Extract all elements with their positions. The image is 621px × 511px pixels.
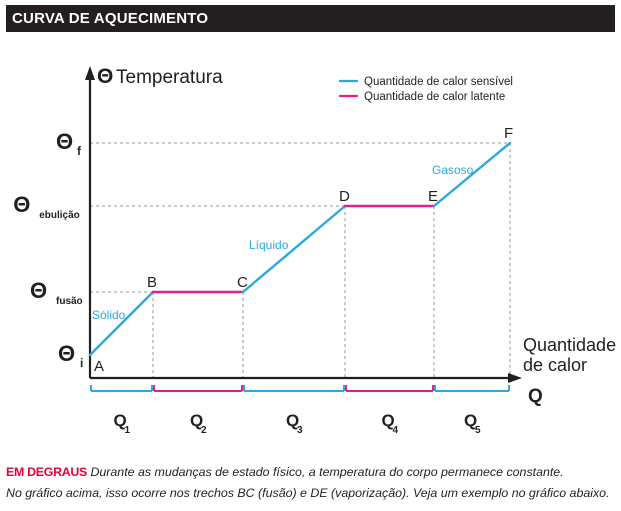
- y-label-theta-i: Θ: [58, 341, 75, 366]
- y-label-theta-f: Θ: [56, 129, 73, 154]
- y-label-sub-f: f: [77, 144, 82, 158]
- phase-label-gasoso: Gasoso: [432, 163, 474, 177]
- interval-sub-q3: 3: [297, 425, 303, 436]
- caption-highlight: EM DEGRAUS: [6, 465, 87, 479]
- legend-sensible-label: Quantidade de calor sensível: [364, 76, 513, 88]
- phase-labels: Sólido Líquido Gasoso: [92, 163, 474, 322]
- interval-sub-q1: 1: [125, 425, 131, 436]
- interval-label-q5: Q: [464, 411, 477, 430]
- caption-line-1: EM DEGRAUS Durante as mudanças de estado…: [6, 462, 618, 483]
- x-axis-label-line2: de calor: [523, 355, 587, 375]
- y-label-theta-fusao: Θ: [30, 278, 47, 303]
- y-label-sub-ebulicao: ebulição: [39, 210, 80, 221]
- caption-text-1: Durante as mudanças de estado físico, a …: [90, 465, 564, 479]
- point-labels: A B C D E F: [94, 125, 513, 375]
- x-axis-arrow: [508, 373, 522, 383]
- interval-sub-q4: 4: [393, 425, 399, 436]
- x-axis-label-line1: Quantidade: [523, 335, 616, 355]
- legend: Quantidade de calor sensível Quantidade …: [339, 76, 513, 103]
- chart-title: CURVA DE AQUECIMENTO: [12, 10, 209, 27]
- point-label-B: B: [147, 274, 157, 291]
- y-axis-symbol: Θ: [97, 65, 113, 88]
- segment-AB: [88, 290, 155, 357]
- curve-segments: [88, 141, 512, 357]
- caption: EM DEGRAUS Durante as mudanças de estado…: [6, 462, 618, 504]
- y-axis-arrow: [85, 66, 95, 80]
- y-label-sub-fusao: fusão: [56, 296, 83, 307]
- y-axis-label: Temperatura: [116, 67, 223, 88]
- legend-latent-label: Quantidade de calor latente: [364, 91, 505, 103]
- interval-label-q4: Q: [382, 411, 395, 430]
- interval-label-q3: Q: [286, 411, 299, 430]
- point-label-C: C: [237, 274, 248, 291]
- point-label-F: F: [504, 125, 513, 142]
- interval-label-q2: Q: [190, 411, 203, 430]
- y-label-theta-ebulicao: Θ: [13, 192, 30, 217]
- x-axis-symbol: Q: [528, 386, 543, 407]
- chart-header: CURVA DE AQUECIMENTO: [6, 5, 615, 32]
- interval-sub-q2: 2: [201, 425, 207, 436]
- guide-lines: [90, 142, 511, 378]
- point-label-D: D: [339, 188, 350, 205]
- phase-label-líquido: Líquido: [249, 238, 289, 252]
- y-label-sub-i: i: [80, 356, 83, 370]
- segment-EF: [432, 141, 512, 208]
- interval-sub-q5: 5: [475, 425, 481, 436]
- caption-line-2: No gráfico acima, isso ocorre nos trecho…: [6, 486, 610, 500]
- point-label-A: A: [94, 358, 104, 375]
- segment-CD: [241, 204, 347, 294]
- interval-label-q1: Q: [114, 411, 127, 430]
- axes: [85, 66, 522, 383]
- phase-label-sólido: Sólido: [92, 308, 126, 322]
- point-label-E: E: [428, 188, 438, 205]
